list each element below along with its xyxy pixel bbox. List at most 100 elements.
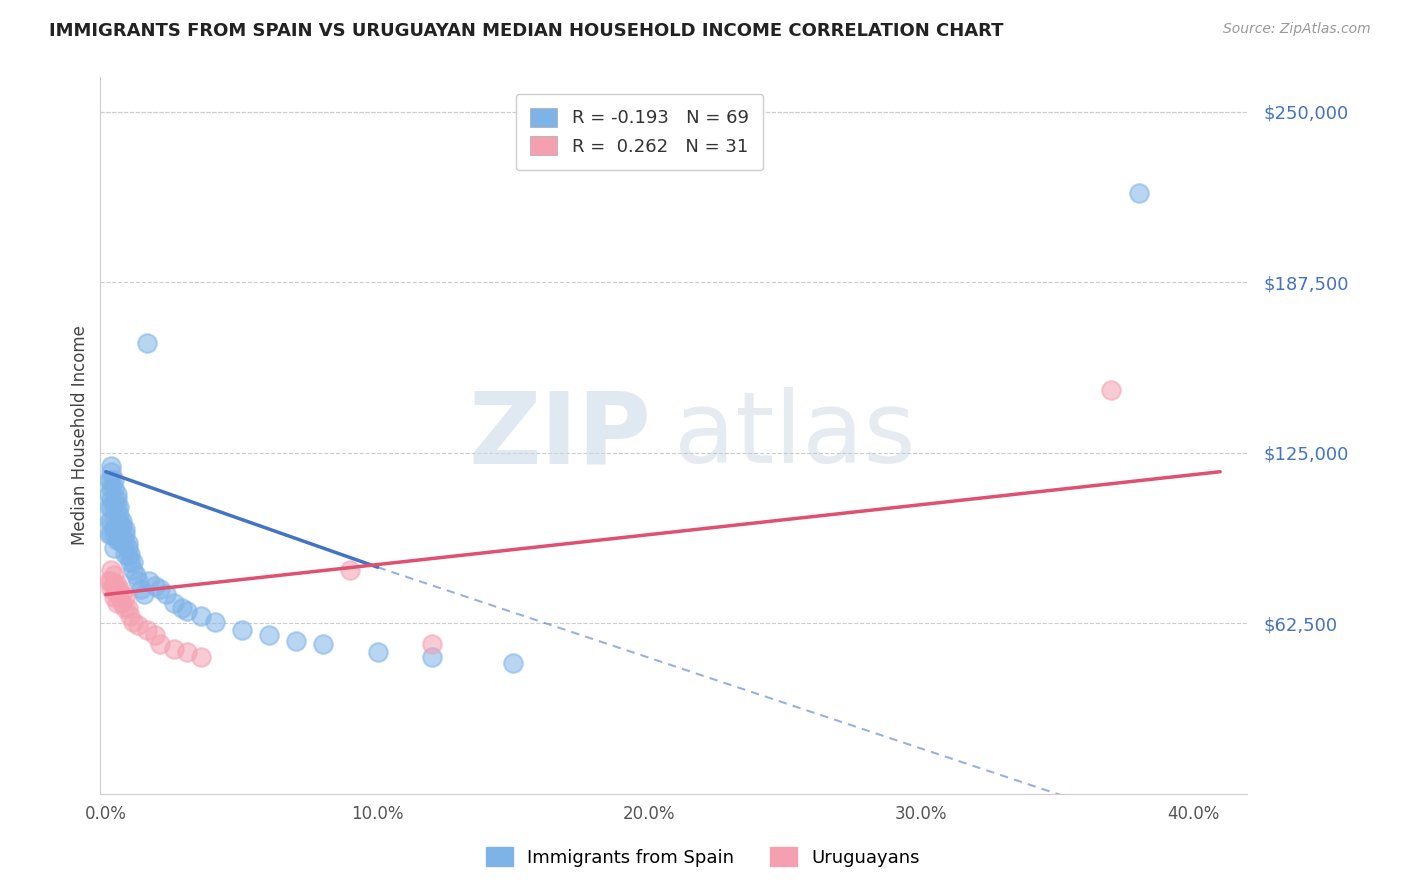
Point bbox=[108, 533, 131, 547]
Point bbox=[163, 642, 186, 657]
Point bbox=[103, 522, 125, 536]
Point bbox=[120, 547, 142, 561]
Point bbox=[502, 656, 524, 670]
Point bbox=[100, 582, 122, 596]
Point bbox=[132, 587, 155, 601]
Point bbox=[129, 582, 152, 596]
Point bbox=[122, 555, 145, 569]
Point bbox=[103, 568, 125, 582]
Point bbox=[114, 591, 136, 605]
Point bbox=[103, 541, 125, 555]
Point bbox=[312, 637, 335, 651]
Point bbox=[135, 336, 157, 351]
Point bbox=[127, 617, 149, 632]
Point bbox=[103, 514, 125, 528]
Point bbox=[231, 623, 253, 637]
Point bbox=[97, 527, 120, 541]
Point bbox=[100, 459, 122, 474]
Point bbox=[339, 563, 361, 577]
Point bbox=[105, 576, 128, 591]
Point bbox=[105, 533, 128, 547]
Point bbox=[100, 491, 122, 506]
Point bbox=[176, 645, 198, 659]
Point bbox=[108, 522, 131, 536]
Point bbox=[120, 555, 142, 569]
Point bbox=[103, 591, 125, 605]
Point bbox=[103, 473, 125, 487]
Point bbox=[100, 514, 122, 528]
Point bbox=[127, 574, 149, 588]
Point bbox=[103, 582, 125, 596]
Point bbox=[111, 519, 134, 533]
Point bbox=[204, 615, 226, 629]
Point bbox=[103, 527, 125, 541]
Point bbox=[122, 615, 145, 629]
Point bbox=[105, 486, 128, 500]
Point bbox=[176, 604, 198, 618]
Point bbox=[190, 609, 212, 624]
Point bbox=[105, 587, 128, 601]
Point bbox=[103, 576, 125, 591]
Point bbox=[170, 601, 193, 615]
Point bbox=[97, 473, 120, 487]
Point bbox=[111, 514, 134, 528]
Point bbox=[149, 582, 172, 596]
Point bbox=[120, 609, 142, 624]
Point bbox=[100, 574, 122, 588]
Text: IMMIGRANTS FROM SPAIN VS URUGUAYAN MEDIAN HOUSEHOLD INCOME CORRELATION CHART: IMMIGRANTS FROM SPAIN VS URUGUAYAN MEDIA… bbox=[49, 22, 1004, 40]
Point bbox=[143, 579, 166, 593]
Point bbox=[420, 650, 443, 665]
Point bbox=[117, 549, 139, 564]
Point bbox=[105, 491, 128, 506]
Point bbox=[257, 628, 280, 642]
Point bbox=[285, 633, 308, 648]
Point bbox=[111, 527, 134, 541]
Point bbox=[114, 601, 136, 615]
Point bbox=[111, 596, 134, 610]
Point bbox=[105, 500, 128, 515]
Text: atlas: atlas bbox=[673, 387, 915, 484]
Point bbox=[117, 541, 139, 555]
Point bbox=[420, 637, 443, 651]
Point bbox=[367, 645, 389, 659]
Point bbox=[114, 535, 136, 549]
Point bbox=[108, 514, 131, 528]
Point bbox=[1128, 186, 1150, 201]
Text: Source: ZipAtlas.com: Source: ZipAtlas.com bbox=[1223, 22, 1371, 37]
Point bbox=[105, 514, 128, 528]
Point bbox=[114, 547, 136, 561]
Point bbox=[97, 486, 120, 500]
Point bbox=[1101, 383, 1123, 397]
Point bbox=[105, 596, 128, 610]
Point bbox=[97, 514, 120, 528]
Point bbox=[97, 500, 120, 515]
Point bbox=[122, 563, 145, 577]
Point bbox=[100, 473, 122, 487]
Point bbox=[100, 527, 122, 541]
Point bbox=[105, 582, 128, 596]
Text: ZIP: ZIP bbox=[468, 387, 651, 484]
Point bbox=[103, 500, 125, 515]
Point bbox=[108, 591, 131, 605]
Point bbox=[163, 596, 186, 610]
Point bbox=[117, 601, 139, 615]
Point bbox=[105, 522, 128, 536]
Point bbox=[111, 587, 134, 601]
Point bbox=[117, 535, 139, 549]
Point bbox=[111, 535, 134, 549]
Legend: Immigrants from Spain, Uruguayans: Immigrants from Spain, Uruguayans bbox=[478, 840, 928, 874]
Point bbox=[138, 574, 160, 588]
Point bbox=[149, 637, 172, 651]
Point bbox=[114, 522, 136, 536]
Point bbox=[143, 628, 166, 642]
Point bbox=[125, 568, 148, 582]
Legend: R = -0.193   N = 69, R =  0.262   N = 31: R = -0.193 N = 69, R = 0.262 N = 31 bbox=[516, 94, 763, 170]
Point bbox=[103, 491, 125, 506]
Point bbox=[97, 574, 120, 588]
Y-axis label: Median Household Income: Median Household Income bbox=[72, 326, 89, 546]
Point bbox=[108, 508, 131, 523]
Point bbox=[100, 500, 122, 515]
Point bbox=[108, 582, 131, 596]
Point bbox=[155, 587, 177, 601]
Point bbox=[100, 481, 122, 495]
